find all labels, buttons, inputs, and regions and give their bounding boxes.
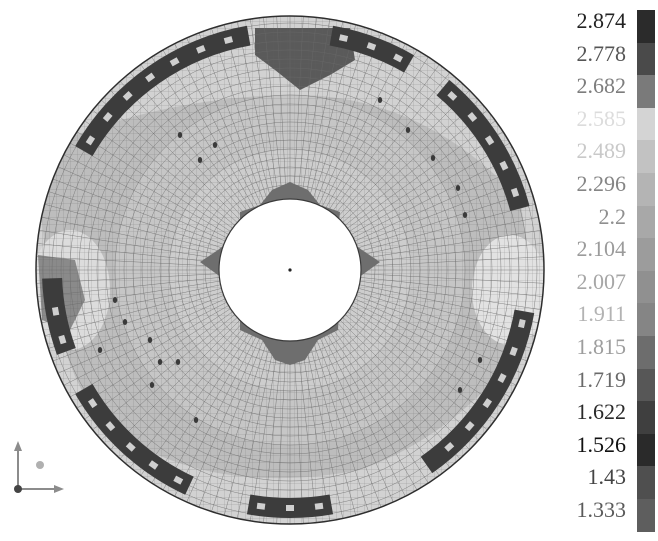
color-scale-legend: 2.874 2.778 2.682 2.585 2.489 2.296 2.2 2.104 2.…	[560, 0, 658, 536]
annular-mesh-plot[interactable]	[0, 0, 560, 536]
mesh-node-marker	[177, 132, 183, 138]
legend-color-swatch	[637, 107, 655, 141]
rim-dark-segment	[42, 277, 76, 355]
mesh-node-marker	[175, 359, 181, 365]
legend-value-label: 1.622	[576, 399, 627, 425]
legend-value-label: 2.104	[576, 236, 627, 262]
mesh-node-marker	[455, 185, 461, 191]
rim-dark-segment	[75, 384, 194, 495]
mesh-node-marker	[197, 157, 203, 163]
legend-value-label: 1.526	[576, 431, 627, 457]
legend-value-label: 1.43	[587, 464, 627, 490]
legend-value-label: 1.911	[577, 301, 626, 327]
legend-value-label: 2.2	[598, 203, 627, 229]
mesh-node-marker	[462, 212, 468, 218]
legend-color-swatch	[637, 499, 655, 533]
mesh-node-marker	[97, 347, 103, 353]
legend-value-label: 2.585	[576, 105, 627, 131]
legend-color-swatch	[637, 75, 655, 109]
mesh-node-marker	[477, 357, 483, 363]
legend-value-label: 2.682	[576, 73, 627, 99]
mesh-node-marker	[149, 382, 155, 388]
legend-color-swatch	[637, 336, 655, 370]
mesh-node-marker	[147, 337, 153, 343]
legend-color-swatch	[637, 205, 655, 239]
legend-value-label: 2.007	[576, 268, 627, 294]
rim-dark-segment	[420, 309, 535, 474]
legend-value-label: 1.815	[576, 334, 627, 359]
legend-color-swatch	[637, 368, 655, 402]
mesh-node-marker	[457, 387, 463, 393]
legend-value-label: 2.296	[576, 171, 627, 196]
legend-color-swatch	[637, 10, 655, 44]
legend-color-swatch	[637, 401, 655, 435]
legend-color-swatch	[637, 270, 655, 304]
legend-color-swatch	[637, 140, 655, 174]
mesh-node-marker	[112, 297, 118, 303]
legend-color-swatch	[637, 173, 655, 207]
outer-boundary	[35, 15, 545, 525]
legend-value-label: 2.778	[576, 40, 627, 66]
mesh-node-marker	[122, 319, 128, 325]
mesh-node-marker	[430, 155, 436, 161]
rim-dark-segment	[436, 80, 530, 211]
legend-value-label: 2.489	[576, 138, 627, 164]
legend-value-label: 2.874	[576, 8, 627, 33]
mesh-node-marker	[193, 417, 199, 423]
legend-value-label: 1.333	[576, 497, 627, 522]
inner-hole	[200, 182, 380, 365]
legend-color-swatch	[637, 466, 655, 500]
mesh-node-marker	[377, 97, 383, 103]
outer-rim-dark-segments	[42, 25, 535, 518]
legend-value-label: 1.719	[576, 366, 627, 392]
legend-color-swatch	[637, 303, 655, 337]
mesh-node-marker	[157, 359, 163, 365]
mesh-node-marker	[405, 127, 411, 133]
rim-dark-segment	[75, 25, 251, 157]
xyz-axis-triad-icon	[14, 441, 64, 493]
legend-color-swatch	[637, 42, 655, 76]
mesh-viewport[interactable]	[0, 0, 560, 536]
legend-color-swatch	[637, 238, 655, 272]
mesh-node-marker	[212, 142, 218, 148]
legend-color-swatch	[637, 433, 655, 467]
